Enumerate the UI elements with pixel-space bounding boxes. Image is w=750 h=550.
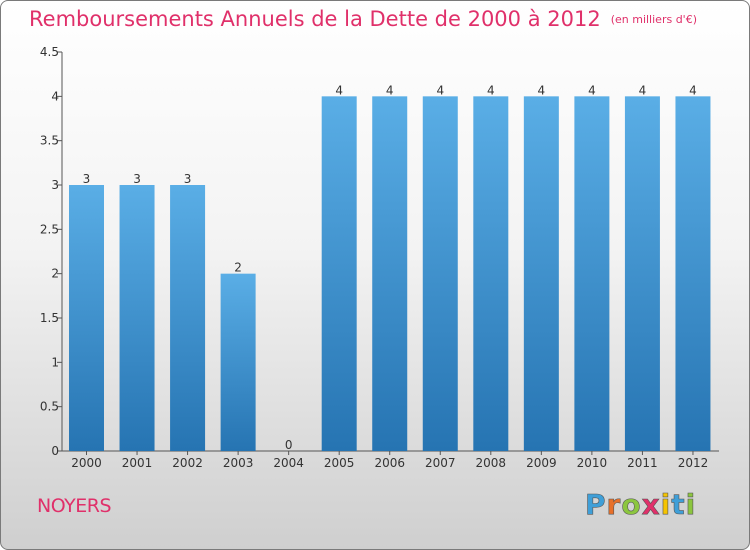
data-label: 4 (436, 83, 444, 97)
commune-name: NOYERS (37, 495, 112, 517)
x-tick-label: 2000 (71, 456, 102, 470)
bar (170, 185, 206, 451)
x-tick-label: 2012 (678, 456, 709, 470)
logo-letter: t (671, 488, 686, 522)
data-label: 3 (133, 172, 141, 186)
y-tick-label: 2 (51, 267, 59, 281)
y-tick-label: 3.5 (40, 134, 59, 148)
y-tick-label: 0.5 (40, 400, 59, 414)
logo-letter: o (621, 488, 642, 522)
x-tick-label: 2002 (172, 456, 203, 470)
logo-letter: r (606, 488, 622, 522)
x-tick-label: 2004 (273, 456, 304, 470)
y-tick-label: 1.5 (40, 311, 59, 325)
data-label: 4 (588, 83, 596, 97)
title-text: Remboursements Annuels de la Dette de 20… (29, 7, 601, 31)
data-label: 4 (689, 83, 697, 97)
logo-letter: P (585, 488, 607, 522)
data-label: 2 (234, 261, 242, 275)
x-tick-label: 2010 (577, 456, 608, 470)
data-label: 3 (83, 172, 91, 186)
data-label: 0 (285, 438, 293, 452)
bar (523, 96, 559, 451)
y-tick-label: 4.5 (40, 45, 59, 59)
x-tick-label: 2009 (526, 456, 557, 470)
data-label: 4 (335, 83, 343, 97)
bar (422, 96, 458, 451)
logo-letter: i (660, 488, 672, 522)
bar (321, 96, 357, 451)
data-label: 4 (386, 83, 394, 97)
data-label: 4 (538, 83, 546, 97)
x-tick-label: 2003 (223, 456, 254, 470)
y-tick-label: 1 (51, 355, 59, 369)
logo-letter: x (641, 488, 661, 522)
x-tick-label: 2008 (476, 456, 507, 470)
y-tick-label: 0 (51, 444, 59, 458)
x-tick-label: 2001 (122, 456, 153, 470)
chart-title: Remboursements Annuels de la Dette de 20… (29, 7, 697, 31)
y-tick-label: 4 (51, 89, 59, 103)
x-tick-label: 2006 (374, 456, 405, 470)
logo-letter: i (685, 488, 697, 522)
bar (220, 273, 256, 451)
bar (473, 96, 509, 451)
bar (69, 185, 104, 451)
bar (574, 96, 610, 451)
bar (119, 185, 155, 451)
data-label: 4 (639, 83, 647, 97)
data-label: 4 (487, 83, 495, 97)
x-tick-label: 2011 (627, 456, 658, 470)
x-tick-label: 2007 (425, 456, 456, 470)
y-tick-label: 3 (51, 178, 59, 192)
bar (624, 96, 660, 451)
bar (372, 96, 408, 451)
y-tick-label: 2.5 (40, 222, 59, 236)
bar (675, 96, 711, 451)
proxiti-logo: Proxiti (585, 488, 697, 522)
x-tick-label: 2005 (324, 456, 355, 470)
unit-label: (en milliers d'€) (610, 13, 697, 26)
data-label: 3 (184, 172, 192, 186)
